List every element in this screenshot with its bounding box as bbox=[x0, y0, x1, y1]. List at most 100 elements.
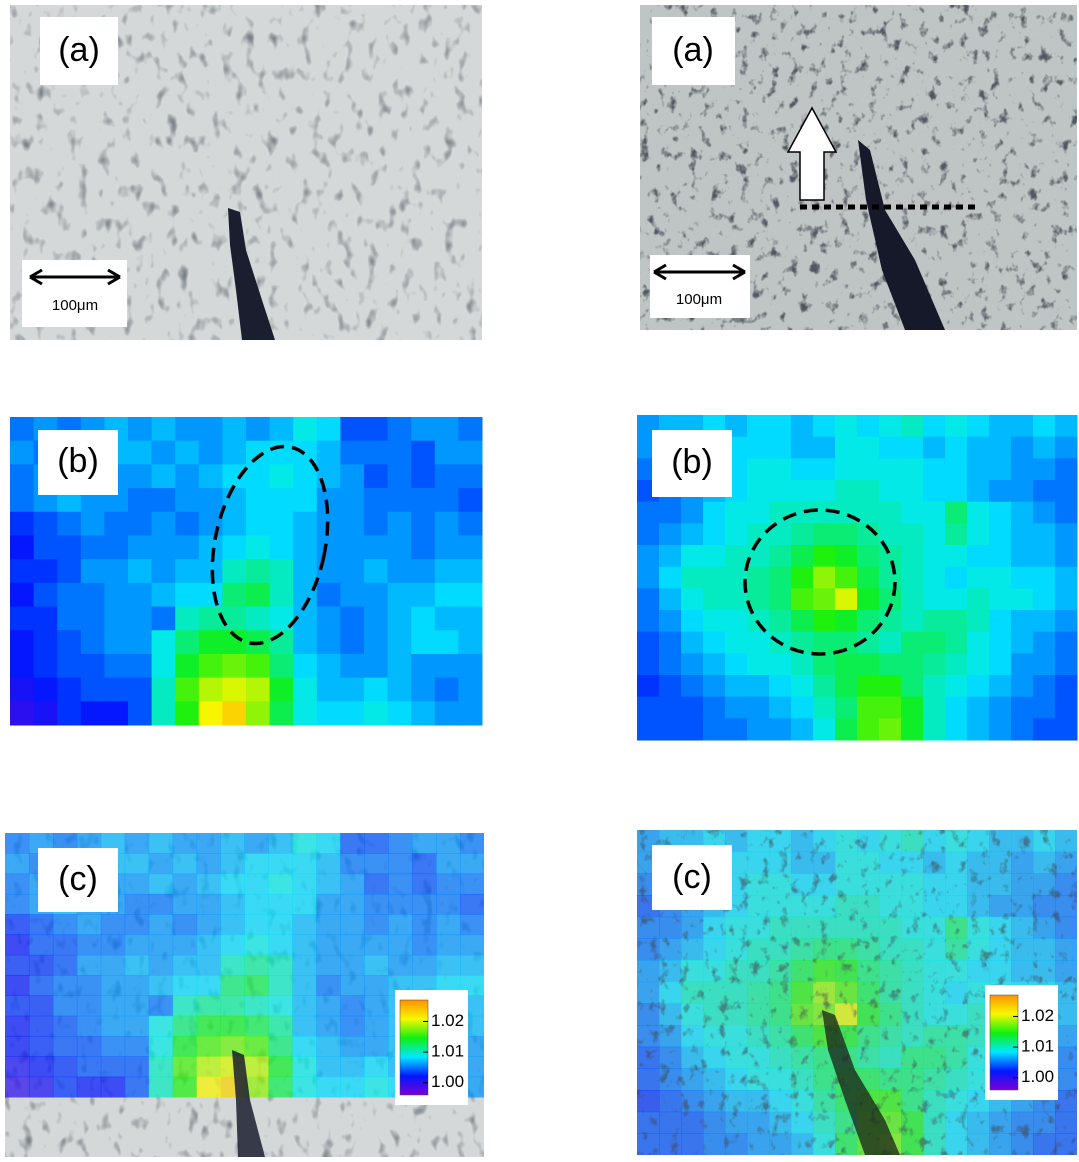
heat-cell bbox=[769, 437, 792, 459]
heat-cell bbox=[681, 653, 704, 675]
heat-cell bbox=[388, 833, 412, 854]
heat-cell bbox=[458, 630, 482, 654]
heat-cell bbox=[923, 610, 946, 632]
heat-cell bbox=[435, 464, 459, 488]
heat-cell bbox=[152, 441, 176, 465]
heat-cell bbox=[458, 607, 482, 631]
heat-cell bbox=[945, 523, 968, 545]
heat-cell bbox=[81, 678, 105, 702]
heat-cell bbox=[388, 894, 412, 915]
heat-cell bbox=[340, 935, 364, 956]
heat-cell bbox=[637, 502, 660, 524]
heat-cell bbox=[388, 535, 412, 559]
heat-cell bbox=[923, 480, 946, 502]
heat-cell bbox=[725, 697, 748, 719]
heat-cell bbox=[703, 675, 726, 697]
heat-cell bbox=[221, 995, 245, 1016]
heat-cell bbox=[104, 701, 128, 725]
heat-cell bbox=[412, 935, 436, 956]
heat-cell bbox=[879, 697, 902, 719]
heat-cell bbox=[388, 935, 412, 956]
heat-cell bbox=[222, 488, 246, 512]
heat-cell bbox=[857, 415, 880, 437]
heat-cell bbox=[725, 502, 748, 524]
heat-cell bbox=[270, 535, 294, 559]
heat-cell bbox=[317, 583, 341, 607]
heat-cell bbox=[945, 415, 968, 437]
heat-cell bbox=[1033, 523, 1056, 545]
heat-cell bbox=[173, 914, 197, 935]
heat-cell bbox=[10, 488, 34, 512]
colorbar-label: 1.01 bbox=[1021, 1037, 1054, 1056]
heat-cell bbox=[769, 610, 792, 632]
heat-cell bbox=[1055, 567, 1078, 589]
heat-cell bbox=[747, 567, 770, 589]
heat-cell bbox=[835, 718, 858, 740]
heat-cell bbox=[388, 488, 412, 512]
heat-cell bbox=[246, 488, 270, 512]
heat-cell bbox=[245, 975, 269, 996]
heat-cell bbox=[923, 523, 946, 545]
heat-cell bbox=[270, 559, 294, 583]
heat-cell bbox=[221, 853, 245, 874]
heat-cell bbox=[222, 512, 246, 536]
heat-cell bbox=[292, 1036, 316, 1057]
heat-cell bbox=[128, 607, 152, 631]
heat-cell bbox=[791, 653, 814, 675]
heat-cell bbox=[967, 588, 990, 610]
panel-label: (c) bbox=[58, 860, 98, 898]
heat-cell bbox=[388, 441, 412, 465]
heat-cell bbox=[1033, 480, 1056, 502]
heat-cell bbox=[1011, 523, 1034, 545]
heat-cell bbox=[34, 535, 58, 559]
colorbar-label: 1.00 bbox=[1021, 1067, 1054, 1086]
heat-cell bbox=[173, 874, 197, 895]
heat-cell bbox=[53, 935, 77, 956]
heat-cell bbox=[128, 630, 152, 654]
heat-cell bbox=[101, 935, 125, 956]
heat-cell bbox=[681, 718, 704, 740]
heat-cell bbox=[317, 464, 341, 488]
heat-cell bbox=[945, 437, 968, 459]
heat-cell bbox=[57, 535, 81, 559]
panel-label: (c) bbox=[672, 858, 712, 896]
heat-cell bbox=[923, 653, 946, 675]
heat-cell bbox=[901, 675, 924, 697]
heat-cell bbox=[460, 935, 484, 956]
heat-cell bbox=[637, 653, 660, 675]
heat-cell bbox=[34, 559, 58, 583]
heat-cell bbox=[29, 955, 53, 976]
heat-cell bbox=[725, 545, 748, 567]
heat-cell bbox=[316, 975, 340, 996]
heat-cell bbox=[659, 545, 682, 567]
heat-cell bbox=[221, 955, 245, 976]
heat-cell bbox=[923, 632, 946, 654]
heat-cell bbox=[458, 701, 482, 725]
heat-cell bbox=[857, 545, 880, 567]
heat-cell bbox=[268, 1016, 292, 1037]
panel-label: (a) bbox=[58, 31, 100, 69]
panel-label: (b) bbox=[57, 442, 99, 480]
heat-cell bbox=[879, 415, 902, 437]
heat-cell bbox=[316, 1016, 340, 1037]
heat-cell bbox=[29, 995, 53, 1016]
heat-cell bbox=[364, 488, 388, 512]
heat-cell bbox=[923, 458, 946, 480]
heat-cell bbox=[316, 935, 340, 956]
heat-cell bbox=[175, 701, 199, 725]
heat-cell bbox=[199, 441, 223, 465]
heat-cell bbox=[436, 874, 460, 895]
heat-cell bbox=[245, 1016, 269, 1037]
heat-cell bbox=[292, 874, 316, 895]
heat-cell bbox=[57, 678, 81, 702]
heat-cell bbox=[53, 1036, 77, 1057]
heat-cell bbox=[316, 894, 340, 915]
heat-cell bbox=[835, 697, 858, 719]
heat-cell bbox=[703, 653, 726, 675]
heat-cell bbox=[316, 955, 340, 976]
heat-cell bbox=[128, 464, 152, 488]
heat-cell bbox=[316, 833, 340, 854]
heat-cell bbox=[104, 583, 128, 607]
heat-cell bbox=[388, 955, 412, 976]
heat-cell bbox=[293, 678, 317, 702]
